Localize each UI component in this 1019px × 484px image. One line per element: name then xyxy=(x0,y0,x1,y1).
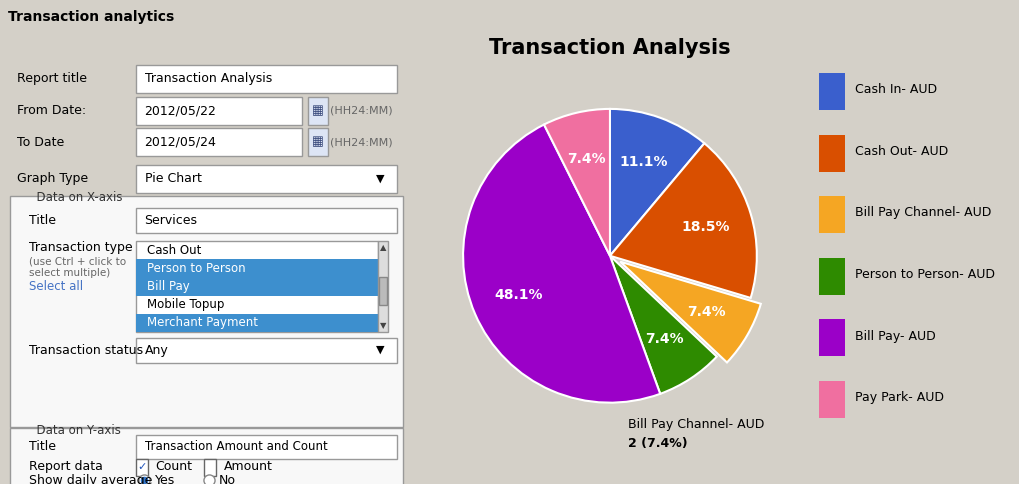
Text: Mobile Topup: Mobile Topup xyxy=(147,298,224,311)
Text: 2012/05/24: 2012/05/24 xyxy=(145,136,216,149)
Text: Select all: Select all xyxy=(29,280,83,293)
Text: Amount: Amount xyxy=(224,460,272,473)
Bar xyxy=(818,381,844,418)
Text: Report data: Report data xyxy=(29,460,103,473)
Text: Transaction analytics: Transaction analytics xyxy=(8,10,174,24)
Text: From Date:: From Date: xyxy=(16,105,86,117)
Text: No: No xyxy=(219,474,235,484)
FancyBboxPatch shape xyxy=(137,165,396,193)
Text: Pay Park- AUD: Pay Park- AUD xyxy=(855,391,944,404)
FancyBboxPatch shape xyxy=(137,64,396,92)
Wedge shape xyxy=(543,109,609,256)
Text: Transaction Analysis: Transaction Analysis xyxy=(145,72,272,85)
FancyBboxPatch shape xyxy=(379,277,386,304)
Text: ▦: ▦ xyxy=(312,136,323,149)
Text: Any: Any xyxy=(145,344,168,357)
Wedge shape xyxy=(609,109,704,256)
Text: Show daily average: Show daily average xyxy=(29,474,152,484)
FancyBboxPatch shape xyxy=(137,338,396,363)
Text: 48.1%: 48.1% xyxy=(493,288,542,302)
Wedge shape xyxy=(620,262,760,363)
Text: ▼: ▼ xyxy=(379,320,386,330)
Text: Bill Pay Channel- AUD: Bill Pay Channel- AUD xyxy=(855,206,990,219)
Text: (use Ctrl + click to: (use Ctrl + click to xyxy=(29,257,126,267)
Text: Cash In- AUD: Cash In- AUD xyxy=(855,83,936,96)
Text: ✓: ✓ xyxy=(138,462,147,472)
Text: Title: Title xyxy=(29,214,56,227)
FancyBboxPatch shape xyxy=(137,97,302,125)
FancyBboxPatch shape xyxy=(308,128,327,156)
Text: Cash Out- AUD: Cash Out- AUD xyxy=(855,145,948,158)
Text: 18.5%: 18.5% xyxy=(681,220,730,234)
Bar xyxy=(818,73,844,110)
Text: Transaction Amount and Count: Transaction Amount and Count xyxy=(145,440,327,454)
FancyBboxPatch shape xyxy=(137,435,396,459)
Text: 2012/05/22: 2012/05/22 xyxy=(145,105,216,117)
Wedge shape xyxy=(609,256,716,394)
Text: Transaction status: Transaction status xyxy=(29,344,143,357)
Text: Merchant Payment: Merchant Payment xyxy=(147,317,258,329)
Wedge shape xyxy=(463,124,659,403)
Text: Bill Pay Channel- AUD: Bill Pay Channel- AUD xyxy=(628,418,763,431)
Text: Data on X-axis: Data on X-axis xyxy=(29,192,129,204)
Bar xyxy=(818,197,844,233)
Text: 7.4%: 7.4% xyxy=(687,304,726,318)
Text: ▼: ▼ xyxy=(375,345,384,355)
FancyBboxPatch shape xyxy=(308,97,327,125)
Text: (HH24:MM): (HH24:MM) xyxy=(330,106,392,116)
Text: Yes: Yes xyxy=(155,474,175,484)
FancyBboxPatch shape xyxy=(137,277,378,296)
Text: Services: Services xyxy=(145,214,198,227)
Text: Cash Out: Cash Out xyxy=(147,244,201,257)
Text: Count: Count xyxy=(155,460,192,473)
Text: To Date: To Date xyxy=(16,136,64,149)
Text: (HH24:MM): (HH24:MM) xyxy=(330,137,392,147)
Text: ▼: ▼ xyxy=(375,174,384,184)
FancyBboxPatch shape xyxy=(378,241,388,332)
Text: Data on Y-axis: Data on Y-axis xyxy=(29,424,128,437)
Text: ▦: ▦ xyxy=(312,105,323,117)
Text: Bill Pay- AUD: Bill Pay- AUD xyxy=(855,330,935,343)
Text: ▲: ▲ xyxy=(379,243,386,253)
Text: select multiple): select multiple) xyxy=(29,268,110,278)
FancyBboxPatch shape xyxy=(204,458,216,476)
Bar xyxy=(818,258,844,295)
Text: 2 (7.4%): 2 (7.4%) xyxy=(628,438,687,450)
Text: Title: Title xyxy=(29,440,56,454)
FancyBboxPatch shape xyxy=(137,458,148,476)
FancyBboxPatch shape xyxy=(137,314,378,332)
FancyBboxPatch shape xyxy=(137,209,396,233)
Text: Bill Pay: Bill Pay xyxy=(147,280,190,293)
Text: 7.4%: 7.4% xyxy=(567,151,605,166)
Text: 11.1%: 11.1% xyxy=(620,155,667,169)
Wedge shape xyxy=(609,143,756,298)
Text: Person to Person- AUD: Person to Person- AUD xyxy=(855,268,995,281)
FancyBboxPatch shape xyxy=(10,428,403,484)
Text: Transaction type: Transaction type xyxy=(29,241,132,254)
FancyBboxPatch shape xyxy=(137,128,302,156)
Text: Report title: Report title xyxy=(16,72,87,85)
FancyBboxPatch shape xyxy=(10,196,403,427)
Text: 7.4%: 7.4% xyxy=(645,332,684,346)
Text: Person to Person: Person to Person xyxy=(147,262,245,275)
Title: Transaction Analysis: Transaction Analysis xyxy=(489,38,730,58)
FancyBboxPatch shape xyxy=(137,259,378,277)
Text: Pie Chart: Pie Chart xyxy=(145,172,202,185)
Bar xyxy=(818,319,844,356)
Text: Graph Type: Graph Type xyxy=(16,172,88,185)
FancyBboxPatch shape xyxy=(137,241,378,332)
Bar xyxy=(818,135,844,172)
